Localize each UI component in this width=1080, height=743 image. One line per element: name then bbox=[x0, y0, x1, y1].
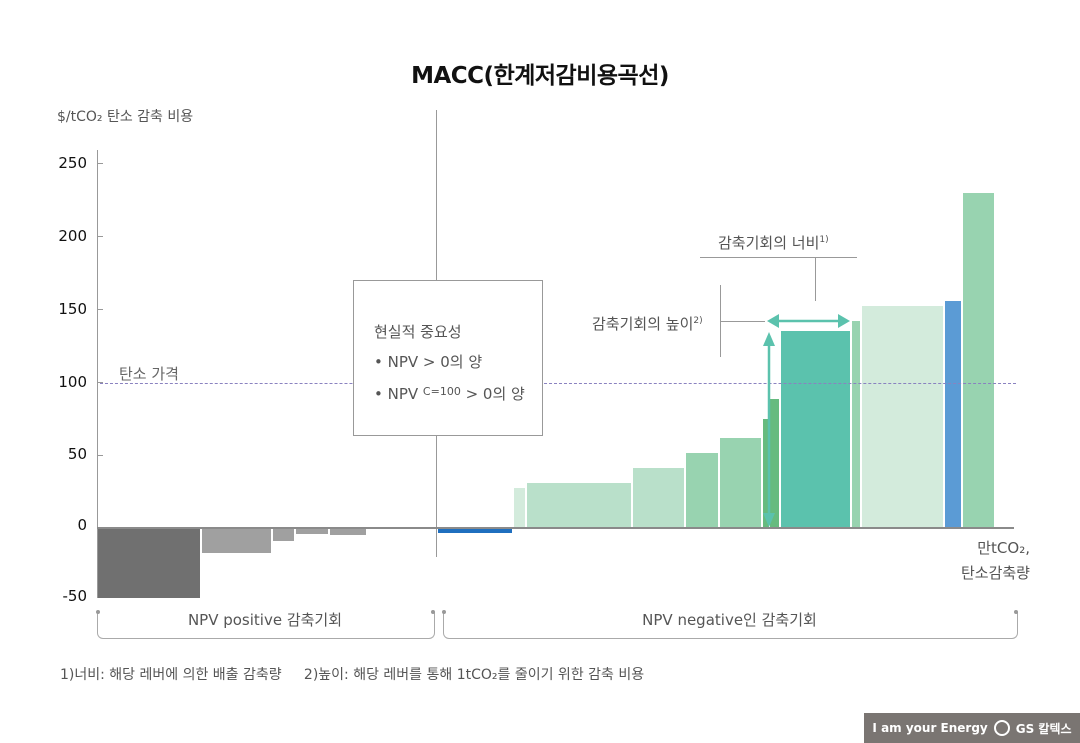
npv-positive-bracket bbox=[97, 612, 435, 639]
bar-highlighted bbox=[781, 331, 850, 528]
bar bbox=[763, 419, 769, 528]
npv-negative-bracket bbox=[443, 612, 1018, 639]
npv-positive-label: NPV positive 감축기회 bbox=[187, 611, 343, 629]
bar bbox=[514, 488, 525, 528]
bracket-endpoint bbox=[96, 610, 100, 614]
width-annotation-label: 감축기회의 너비1) bbox=[718, 234, 829, 252]
bar bbox=[527, 483, 631, 528]
bar bbox=[945, 301, 961, 528]
tick-label-neg50: -50 bbox=[62, 587, 88, 605]
footnote: 1)너비: 해당 레버에 의한 배출 감축량 2)높이: 해당 레버를 통해 1… bbox=[60, 667, 645, 683]
bar bbox=[330, 529, 366, 535]
tick-mark bbox=[97, 382, 103, 383]
bar bbox=[862, 306, 943, 528]
carbon-price-line bbox=[100, 383, 1016, 384]
bar bbox=[273, 529, 294, 541]
carbon-price-label: 탄소 가격 bbox=[119, 365, 179, 383]
bar bbox=[98, 529, 200, 598]
brand-banner: I am your Energy GS 칼텍스 bbox=[864, 713, 1080, 743]
tick-mark bbox=[97, 163, 103, 164]
tick-label-150: 150 bbox=[58, 300, 87, 318]
annotation-line bbox=[700, 257, 857, 258]
x-axis bbox=[97, 527, 1014, 529]
bar bbox=[202, 529, 271, 553]
tick-mark bbox=[97, 236, 103, 237]
tick-label-200: 200 bbox=[58, 227, 87, 245]
bracket-endpoint bbox=[442, 610, 446, 614]
bar bbox=[438, 529, 512, 533]
tick-label-100: 100 bbox=[58, 373, 87, 391]
info-box-heading: 현실적 중요성 bbox=[374, 323, 462, 341]
chart-title: MACC(한계저감비용곡선) bbox=[411, 63, 669, 89]
annotation-line bbox=[815, 257, 816, 301]
height-annotation-label: 감축기회의 높이2) bbox=[592, 315, 703, 333]
tick-label-250: 250 bbox=[58, 154, 87, 172]
brand-slogan: I am your Energy bbox=[872, 721, 988, 735]
tick-mark bbox=[97, 455, 103, 456]
tick-label-50: 50 bbox=[67, 445, 87, 463]
y-axis bbox=[97, 150, 98, 598]
bar bbox=[852, 321, 860, 528]
bar bbox=[770, 399, 779, 528]
npv-negative-label: NPV negative인 감축기회 bbox=[642, 611, 817, 629]
annotation-line bbox=[720, 321, 765, 322]
bar bbox=[296, 529, 328, 534]
tick-mark bbox=[97, 309, 103, 310]
bracket-endpoint bbox=[431, 610, 435, 614]
x-axis-label: 만tCO₂, 탄소감축량 bbox=[960, 539, 1030, 582]
y-axis-label: $/tCO₂ 탄소 감축 비용 bbox=[57, 109, 194, 125]
tick-label-0: 0 bbox=[77, 516, 87, 534]
info-box-item: • NPV > 0의 양 bbox=[374, 353, 483, 371]
bar bbox=[686, 453, 718, 528]
brand-company: GS 칼텍스 bbox=[1015, 721, 1072, 736]
bar bbox=[963, 193, 994, 528]
gs-logo-icon bbox=[993, 720, 1010, 736]
bar bbox=[633, 468, 684, 528]
bar bbox=[720, 438, 761, 528]
info-box: 현실적 중요성 • NPV > 0의 양 • NPV C=100 > 0의 양 bbox=[353, 280, 543, 436]
info-box-item: • NPV C=100 > 0의 양 bbox=[374, 385, 525, 403]
bracket-endpoint bbox=[1014, 610, 1018, 614]
